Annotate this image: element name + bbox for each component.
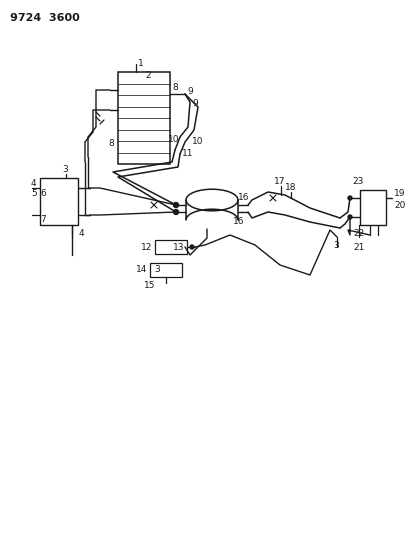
Bar [360, 190, 386, 225]
Text: 20: 20 [394, 201, 405, 211]
Circle shape [348, 196, 352, 200]
Circle shape [173, 203, 178, 207]
Text: 18: 18 [285, 183, 296, 192]
Text: 3: 3 [62, 166, 68, 174]
Text: 6: 6 [40, 190, 46, 198]
Bar [118, 72, 170, 164]
Text: 5: 5 [31, 190, 37, 198]
Text: 11: 11 [182, 149, 194, 158]
Text: 14: 14 [136, 265, 148, 274]
Text: 13: 13 [173, 243, 185, 252]
Text: 16: 16 [233, 217, 245, 227]
Text: 8: 8 [108, 140, 114, 149]
Text: 4: 4 [79, 229, 85, 238]
Text: 19: 19 [394, 190, 406, 198]
Text: 9: 9 [192, 100, 198, 109]
Text: 4: 4 [31, 180, 37, 189]
Bar [150, 263, 182, 277]
Text: 21: 21 [353, 243, 365, 252]
Text: 23: 23 [352, 177, 363, 187]
Text: 12: 12 [141, 243, 152, 252]
Text: 2: 2 [145, 70, 150, 79]
Text: 17: 17 [274, 177, 286, 187]
Text: 8: 8 [172, 84, 178, 93]
Text: 1: 1 [138, 59, 144, 68]
Text: 22: 22 [353, 229, 364, 238]
Text: 7: 7 [40, 214, 46, 223]
Text: 16: 16 [238, 193, 249, 203]
Bar [40, 178, 78, 225]
Text: 10: 10 [192, 138, 203, 147]
Text: 3: 3 [333, 240, 339, 249]
Text: 10: 10 [168, 135, 180, 144]
Circle shape [173, 209, 178, 214]
Text: 9: 9 [187, 87, 193, 96]
Bar [155, 240, 187, 254]
Circle shape [348, 215, 352, 219]
Circle shape [190, 245, 194, 249]
Text: 15: 15 [144, 280, 155, 289]
Text: 3: 3 [154, 265, 160, 274]
Text: 9724  3600: 9724 3600 [10, 13, 80, 23]
